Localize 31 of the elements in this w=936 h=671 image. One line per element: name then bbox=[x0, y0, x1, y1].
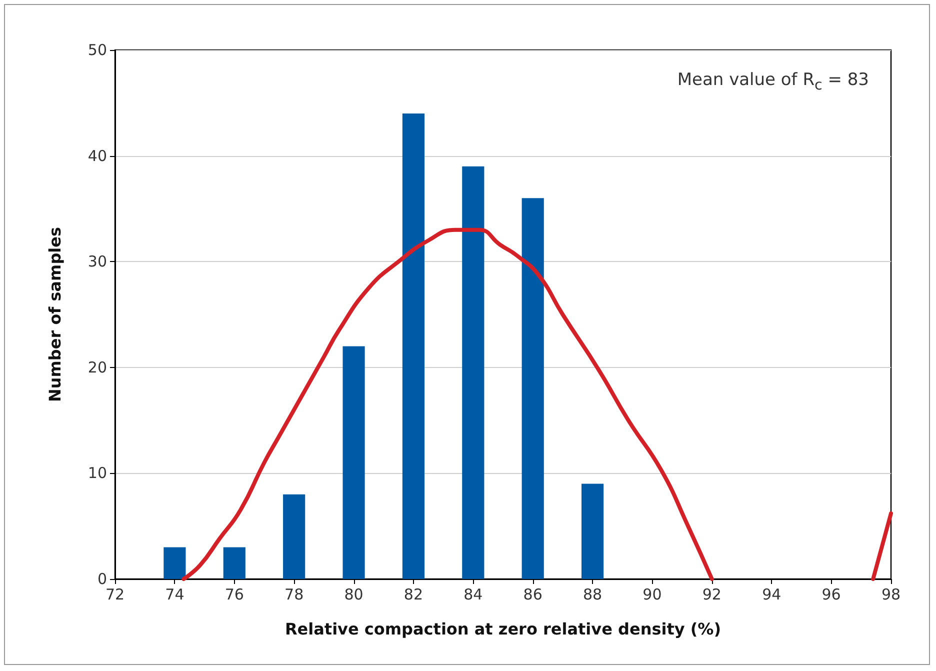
x-tick-label: 94 bbox=[762, 586, 782, 604]
x-tick-label: 90 bbox=[642, 586, 662, 604]
y-tick-label: 20 bbox=[88, 358, 107, 376]
y-tick-label: 40 bbox=[88, 146, 107, 165]
bar bbox=[283, 494, 306, 579]
bar bbox=[342, 346, 365, 579]
bar bbox=[581, 484, 604, 579]
y-tick-label: 50 bbox=[88, 41, 107, 59]
bar bbox=[522, 198, 544, 579]
x-tick-label: 96 bbox=[822, 586, 841, 604]
x-tick-label: 74 bbox=[165, 586, 184, 604]
x-tick-label: 82 bbox=[404, 586, 424, 604]
x-tick-label: 86 bbox=[523, 586, 542, 604]
x-tick-label: 72 bbox=[105, 586, 125, 604]
x-tick-label: 80 bbox=[344, 586, 364, 604]
bar bbox=[223, 547, 246, 579]
y-tick-label: 30 bbox=[88, 252, 107, 271]
x-tick-label: 78 bbox=[284, 586, 304, 604]
y-tick-label: 0 bbox=[97, 570, 107, 588]
x-tick-label: 98 bbox=[881, 586, 901, 604]
x-tick-label: 76 bbox=[224, 586, 244, 604]
x-tick-label: 88 bbox=[582, 586, 602, 604]
annotation: Mean value of R$_{c}$ = 83 bbox=[677, 70, 869, 94]
bar bbox=[164, 547, 186, 579]
y-tick-label: 10 bbox=[88, 464, 107, 482]
bar bbox=[402, 113, 425, 579]
x-tick-label: 84 bbox=[464, 586, 483, 604]
y-axis-title: Number of samples bbox=[46, 226, 64, 402]
x-axis-title: Relative compaction at zero relative density (%) bbox=[284, 620, 722, 638]
bar bbox=[462, 166, 484, 579]
x-tick-label: 92 bbox=[702, 586, 722, 604]
